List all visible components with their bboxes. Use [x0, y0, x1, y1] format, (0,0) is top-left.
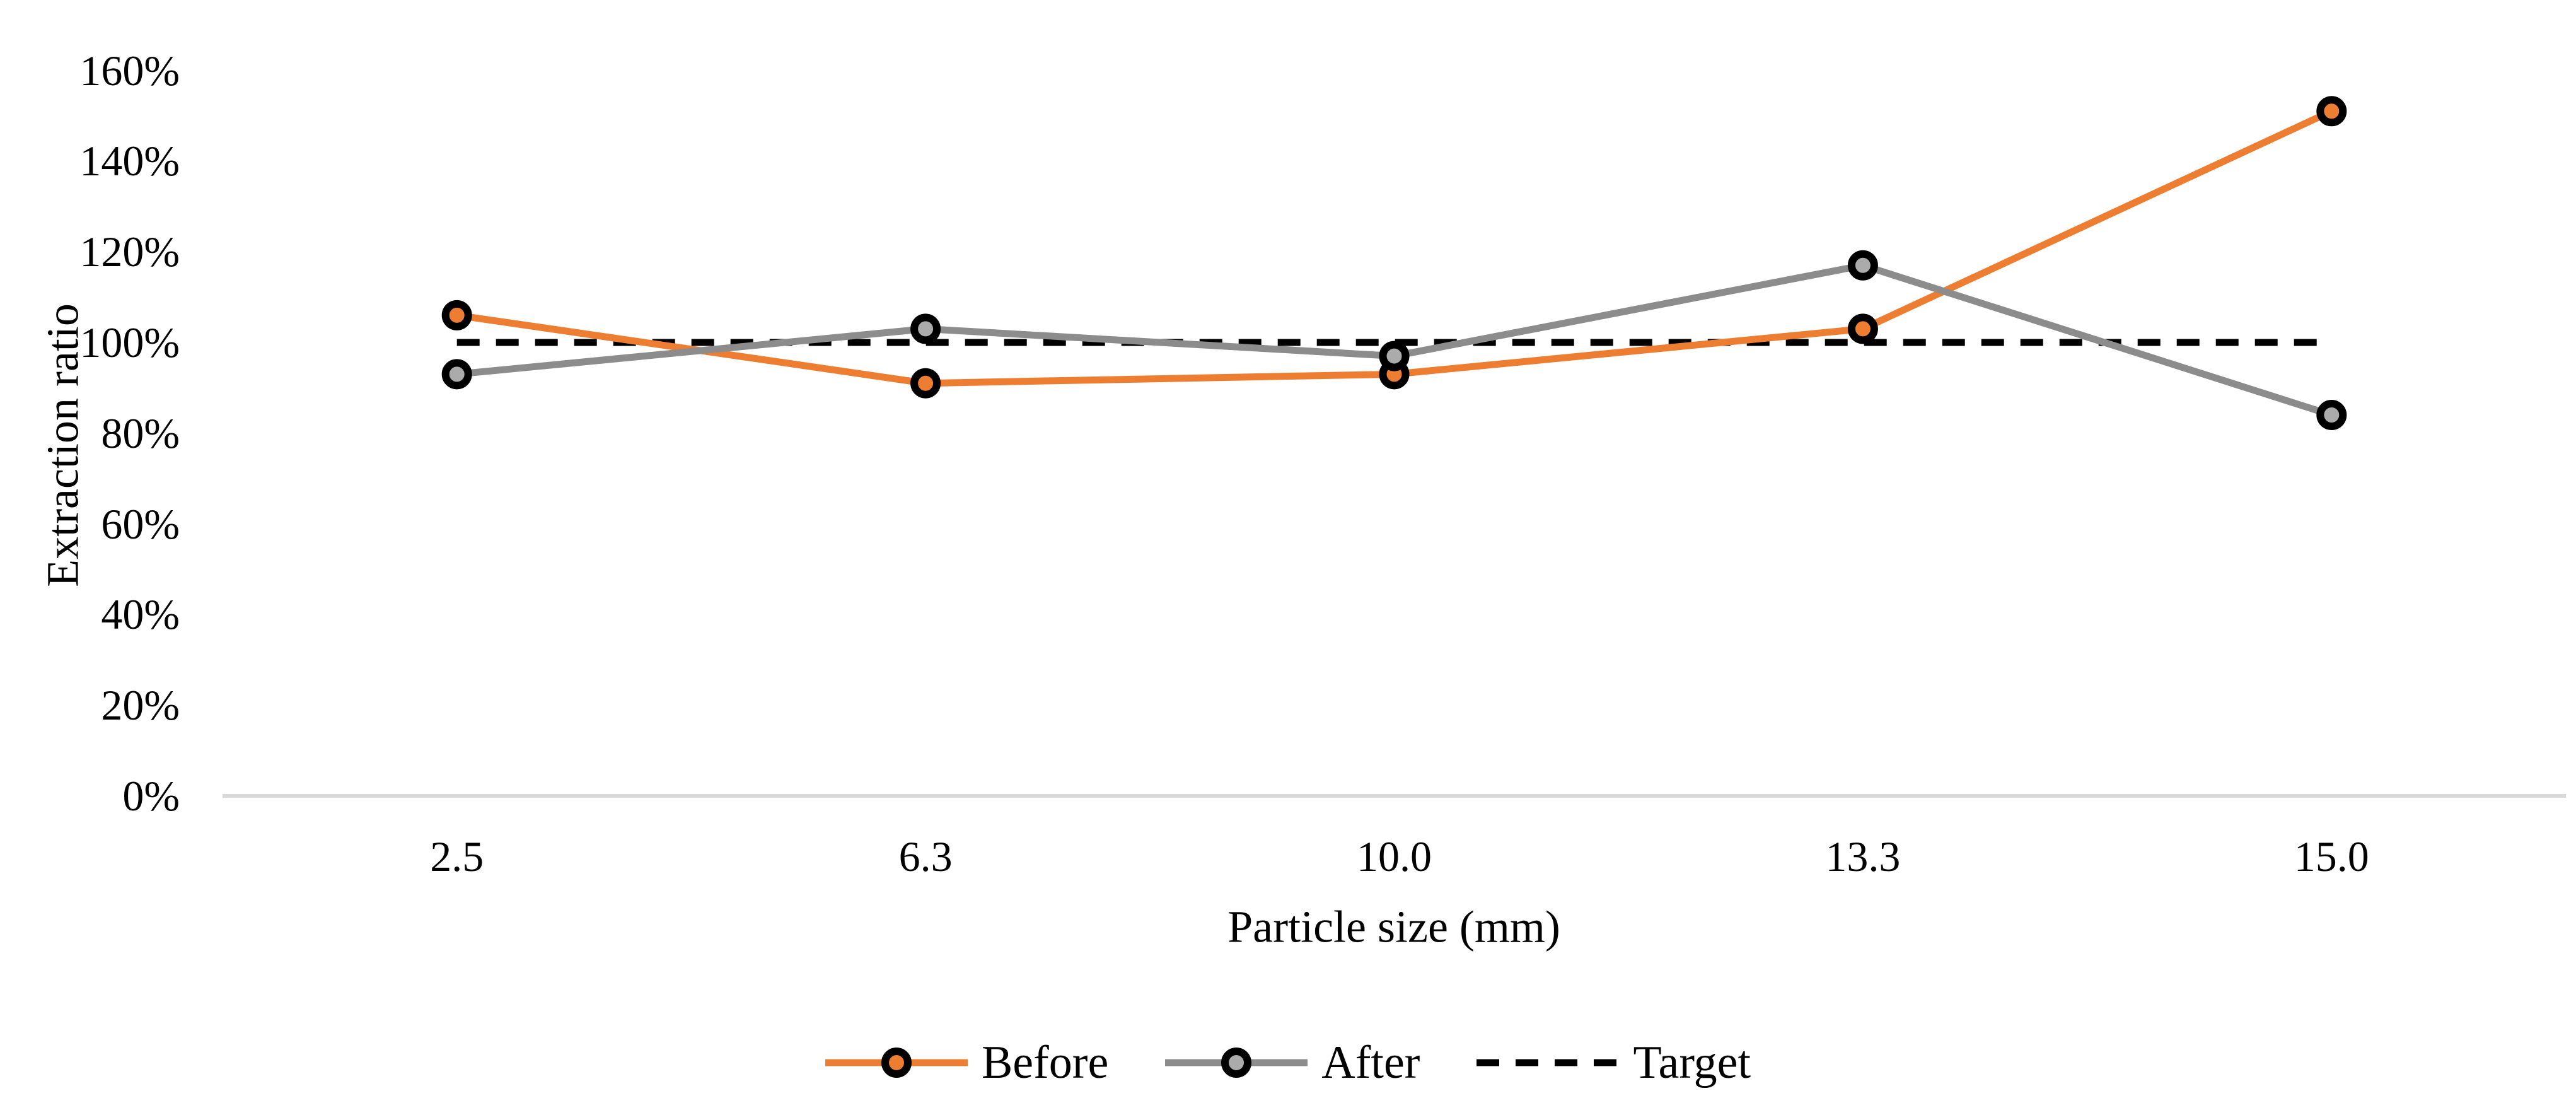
marker-after-10.0 — [1379, 341, 1410, 371]
legend-item-after: After — [1165, 1032, 1420, 1093]
y-tick-label-140: 140% — [79, 137, 180, 185]
x-tick-label-2.5: 2.5 — [430, 832, 484, 880]
marker-after-13.3 — [1847, 250, 1878, 281]
marker-before-13.3 — [1847, 313, 1878, 344]
y-tick-label-160: 160% — [79, 46, 180, 95]
y-tick-label-120: 120% — [79, 228, 180, 276]
x-tick-label-15.0: 15.0 — [2294, 832, 2369, 880]
legend-marker-after — [1221, 1048, 1252, 1078]
y-tick-label-40: 40% — [101, 590, 180, 639]
y-tick-label-60: 60% — [101, 499, 180, 548]
legend-label-after: After — [1321, 1036, 1420, 1089]
x-tick-label-13.3: 13.3 — [1825, 832, 1901, 880]
y-tick-label-100: 100% — [79, 318, 180, 366]
legend-item-target: Target — [1477, 1032, 1751, 1093]
legend-swatch-before — [825, 1048, 968, 1078]
marker-after-2.5 — [441, 359, 472, 390]
legend-label-target: Target — [1633, 1036, 1751, 1089]
legend-swatch-after — [1165, 1048, 1308, 1078]
y-tick-label-20: 20% — [101, 681, 180, 730]
marker-after-15.0 — [2316, 400, 2347, 431]
legend-label-before: Before — [981, 1036, 1109, 1089]
y-axis-title: Extraction ratio — [37, 303, 88, 587]
y-tick-label-80: 80% — [101, 409, 180, 457]
legend-marker-before — [881, 1048, 912, 1078]
legend-item-before: Before — [825, 1032, 1108, 1093]
y-tick-label-0: 0% — [122, 772, 180, 820]
legend: Before After Target — [0, 1019, 2576, 1107]
x-axis-title: Particle size (mm) — [1227, 901, 1560, 952]
x-tick-label-6.3: 6.3 — [898, 832, 953, 880]
marker-before-15.0 — [2316, 96, 2347, 127]
marker-before-6.3 — [910, 368, 941, 399]
marker-after-6.3 — [910, 313, 941, 344]
marker-before-2.5 — [441, 300, 472, 330]
legend-swatch-target — [1477, 1059, 1620, 1066]
x-tick-label-10.0: 10.0 — [1357, 832, 1432, 880]
